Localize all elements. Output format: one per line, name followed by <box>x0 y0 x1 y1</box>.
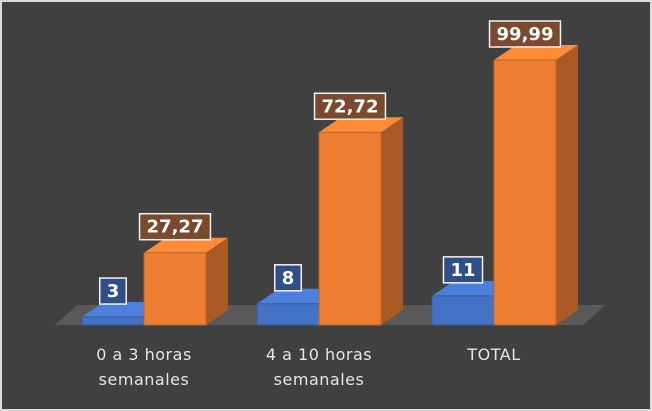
x-tick-label: 0 a 3 horas semanales <box>96 345 192 389</box>
data-label: 72,72 <box>322 96 379 117</box>
x-tick-label: TOTAL <box>467 345 521 364</box>
data-label: 3 <box>107 281 120 302</box>
bar-side <box>381 117 403 325</box>
bar <box>431 295 495 326</box>
data-label: 99,99 <box>497 24 554 45</box>
bar <box>493 59 557 326</box>
bar-side <box>556 45 578 325</box>
data-label-box <box>488 20 562 48</box>
bar-top <box>144 237 228 253</box>
x-tick-label: 4 a 10 horas semanales <box>265 345 373 389</box>
bar-top <box>319 117 403 133</box>
bar <box>318 131 382 326</box>
bar-top <box>494 45 578 60</box>
data-label-box <box>313 92 387 121</box>
bar-side <box>206 237 228 325</box>
bar <box>143 252 207 326</box>
data-label-box <box>98 277 128 305</box>
data-label-box <box>138 212 212 241</box>
bar <box>256 303 320 326</box>
data-label-box <box>273 264 303 292</box>
data-label: 27,27 <box>147 217 204 238</box>
bar <box>81 316 145 326</box>
data-label: 8 <box>282 268 295 289</box>
data-label: 11 <box>450 260 475 281</box>
data-label-box <box>442 256 484 284</box>
